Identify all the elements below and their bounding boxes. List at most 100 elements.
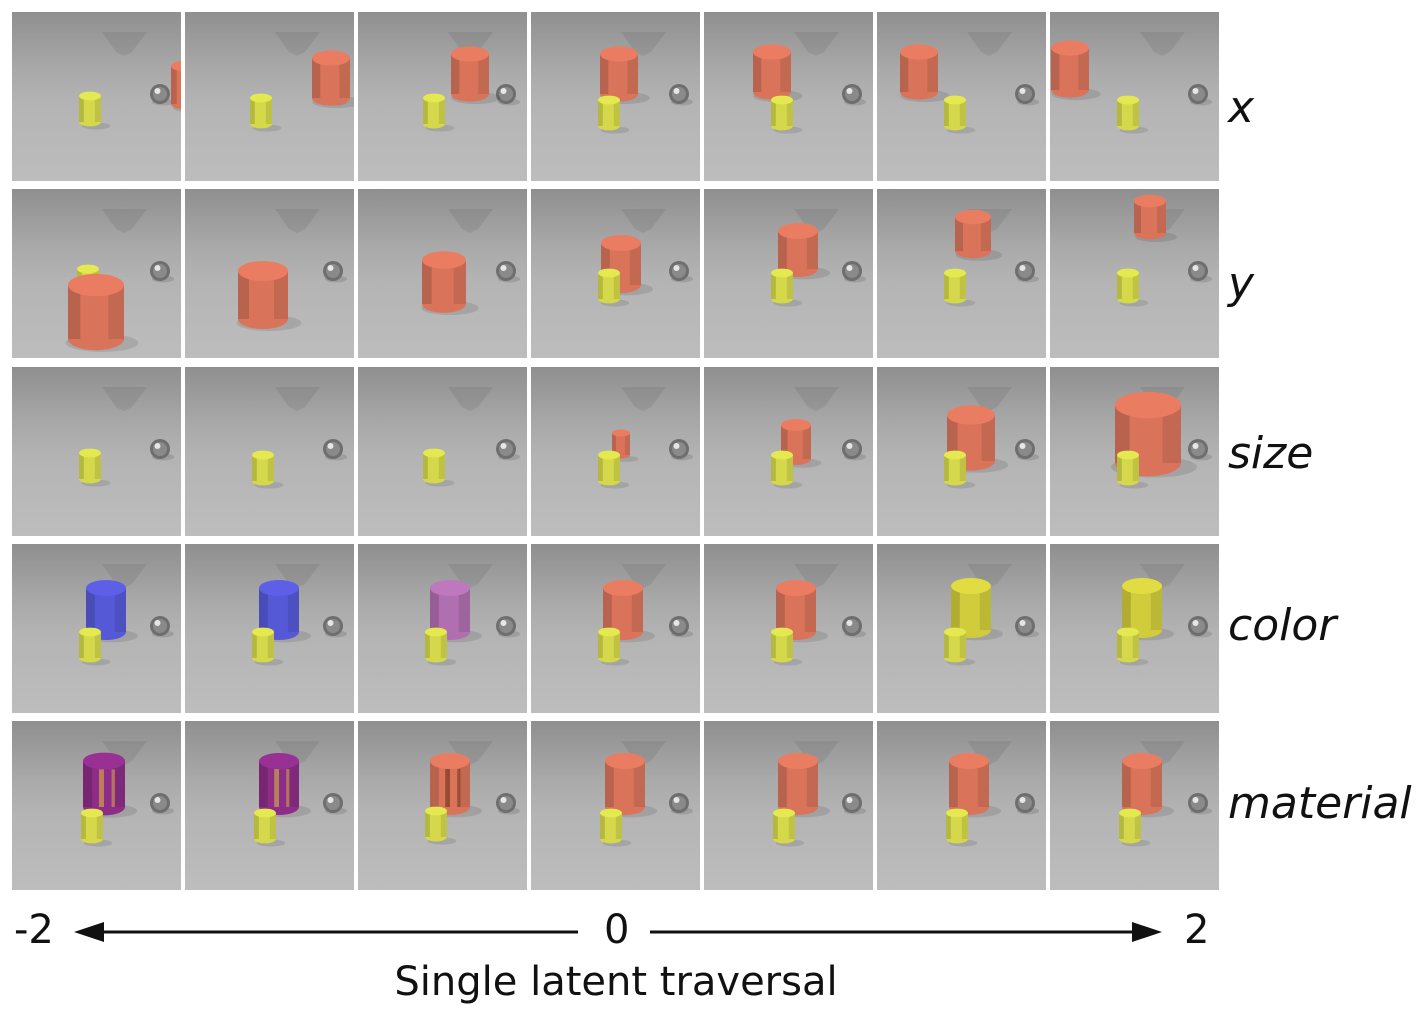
metal-sphere — [1015, 616, 1039, 638]
scene-y-step-7 — [1050, 189, 1219, 358]
axis-right-arrowhead — [1132, 922, 1162, 942]
metal-sphere — [669, 793, 693, 815]
large-cylinder — [603, 580, 655, 643]
small-yellow-cylinder — [425, 627, 457, 666]
axis-left-arrowhead — [74, 922, 104, 942]
scene-background-shadow — [794, 564, 839, 588]
scene-y-step-3 — [358, 189, 527, 358]
small-yellow-cylinder — [1117, 95, 1149, 134]
scene-x-step-1 — [12, 12, 181, 181]
scene-background-shadow — [967, 564, 1012, 588]
small-yellow-cylinder — [771, 95, 803, 134]
scene-x-step-2 — [185, 12, 354, 181]
scene-background-shadow — [621, 387, 666, 411]
large-cylinder — [65, 273, 139, 352]
metal-sphere — [669, 84, 693, 106]
small-yellow-cylinder — [423, 93, 455, 132]
scene-background-shadow — [1140, 32, 1185, 56]
small-yellow-cylinder — [598, 450, 630, 489]
small-yellow-cylinder — [79, 448, 111, 487]
metal-sphere — [1188, 261, 1212, 283]
small-yellow-cylinder — [771, 627, 803, 666]
scene-background-shadow — [621, 564, 666, 588]
small-yellow-cylinder — [598, 95, 630, 134]
scene-size-step-2 — [185, 367, 354, 536]
scene-background-shadow — [1140, 564, 1185, 588]
small-yellow-cylinder — [423, 448, 455, 487]
scene-material-step-4 — [531, 721, 700, 890]
scene-size-step-3 — [358, 367, 527, 536]
metal-sphere — [1188, 439, 1212, 461]
scene-color-step-4 — [531, 544, 700, 713]
row-label-material: material — [1228, 778, 1412, 829]
scene-color-step-3 — [358, 544, 527, 713]
row-label-size: size — [1228, 428, 1314, 479]
metal-sphere — [150, 439, 174, 461]
small-yellow-cylinder — [81, 808, 113, 847]
metal-sphere — [323, 793, 347, 815]
scene-background-shadow — [102, 564, 147, 588]
axis-max-label: 2 — [1184, 907, 1210, 953]
scene-background-shadow — [275, 387, 320, 411]
large-cylinder — [421, 251, 479, 316]
small-yellow-cylinder — [252, 627, 284, 666]
caption: Single latent traversal — [394, 959, 838, 1005]
scene-material-step-2 — [185, 721, 354, 890]
scene-y-step-1 — [12, 189, 181, 358]
scene-background-shadow — [448, 741, 493, 765]
scene-x-step-7 — [1050, 12, 1219, 181]
scene-material-step-3 — [358, 721, 527, 890]
scene-size-step-5 — [704, 367, 873, 536]
metal-sphere — [1015, 439, 1039, 461]
metal-sphere — [150, 616, 174, 638]
large-cylinder — [781, 419, 822, 468]
metal-sphere — [496, 616, 520, 638]
scene-background-shadow — [102, 741, 147, 765]
small-yellow-cylinder — [1117, 268, 1149, 307]
metal-sphere — [842, 84, 866, 106]
small-yellow-cylinder — [79, 627, 111, 666]
scene-background-shadow — [275, 741, 320, 765]
small-yellow-cylinder — [252, 450, 284, 489]
metal-sphere — [1015, 261, 1039, 283]
scene-background-shadow — [448, 387, 493, 411]
large-cylinder — [259, 580, 311, 643]
small-yellow-cylinder — [944, 450, 976, 489]
scene-background-shadow — [794, 387, 839, 411]
small-yellow-cylinder — [944, 95, 976, 134]
small-yellow-cylinder — [944, 268, 976, 307]
scene-background-shadow — [794, 209, 839, 233]
small-yellow-cylinder — [773, 808, 805, 847]
scene-material-step-1 — [12, 721, 181, 890]
metal-sphere — [496, 84, 520, 106]
row-label-y: y — [1228, 258, 1255, 309]
small-yellow-cylinder — [1117, 450, 1149, 489]
large-cylinder — [900, 44, 950, 103]
row-label-color: color — [1228, 600, 1337, 651]
small-yellow-cylinder — [944, 627, 976, 666]
scene-background-shadow — [967, 32, 1012, 56]
small-yellow-cylinder — [79, 91, 111, 130]
metal-sphere — [1188, 793, 1212, 815]
scene-background-shadow — [102, 387, 147, 411]
scene-background-shadow — [275, 209, 320, 233]
scene-y-step-4 — [531, 189, 700, 358]
scene-background-shadow — [967, 741, 1012, 765]
large-cylinder — [1051, 40, 1101, 101]
small-yellow-cylinder — [771, 450, 803, 489]
scene-background-shadow — [621, 741, 666, 765]
scene-background-shadow — [621, 209, 666, 233]
scene-background-shadow — [794, 32, 839, 56]
scene-y-step-5 — [704, 189, 873, 358]
scene-background-shadow — [102, 32, 147, 56]
small-yellow-cylinder — [425, 806, 457, 845]
scene-color-step-5 — [704, 544, 873, 713]
large-cylinder — [1122, 753, 1174, 818]
scene-color-step-1 — [12, 544, 181, 713]
small-yellow-cylinder — [250, 93, 282, 132]
large-cylinder — [312, 50, 354, 109]
scene-background-shadow — [448, 32, 493, 56]
scene-size-step-6 — [877, 367, 1046, 536]
metal-sphere — [669, 616, 693, 638]
